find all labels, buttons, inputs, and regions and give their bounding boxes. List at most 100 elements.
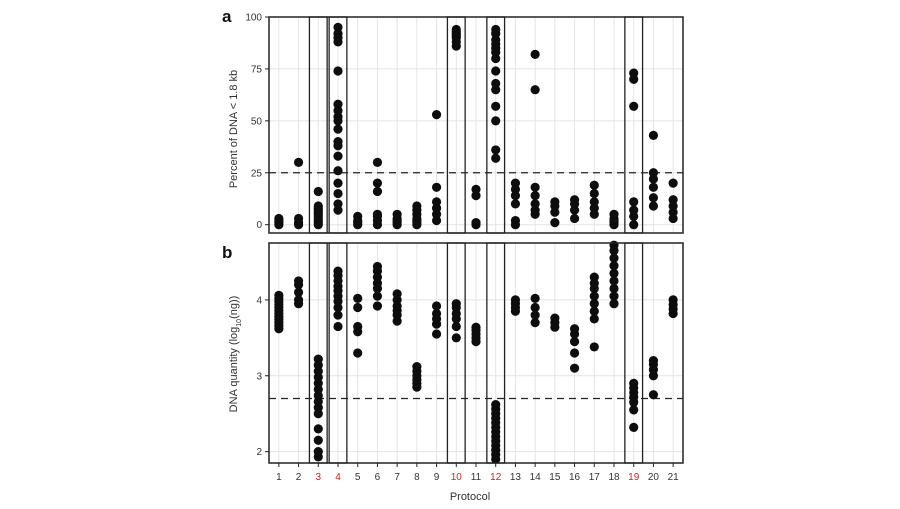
panel-a-data-point [372, 209, 383, 219]
panel-a-data-point [648, 182, 659, 192]
panel-a-data-point [569, 213, 580, 224]
x-tick-label: 11 [471, 472, 482, 483]
panel-b-grid [269, 243, 683, 463]
panel-b-data-point [451, 299, 461, 309]
panel-a-data-point [510, 215, 521, 226]
x-tick-label: 6 [375, 472, 381, 483]
panel-a-data-point [471, 184, 481, 194]
panel-a-data-point [333, 137, 343, 147]
panel-b-data-point [353, 293, 363, 303]
x-tick-label: 9 [434, 472, 440, 483]
panel-a-y-tick-label: 50 [251, 116, 263, 127]
panel-a-data-point [629, 101, 639, 111]
x-tick-label: 5 [355, 472, 361, 483]
panel-b-data-point [313, 424, 323, 434]
x-axis-label: Protocol [450, 491, 490, 503]
panel-a-data-point [313, 186, 323, 197]
panel-a-data-point [333, 166, 343, 176]
panel-a-y-ticks: 0 25 50 75 100 [245, 13, 269, 231]
panel-a-data-point [530, 49, 540, 59]
panel-a-data-point [274, 213, 284, 224]
panel-b-data-point [589, 299, 599, 309]
panel-b-data-point [293, 295, 304, 305]
panel-a-data-point [550, 197, 560, 207]
panel-b-data-point [609, 253, 619, 263]
panel-a-data-point [491, 78, 501, 89]
panel-b-data-point [530, 318, 540, 328]
panel-b-data-point [313, 447, 323, 457]
panel-b-data-point [431, 329, 442, 339]
panel-a-data-point [431, 182, 442, 192]
panel-a-data-point [313, 201, 323, 211]
panel-a-data-point [648, 168, 659, 178]
panel-a-y-tick-label: 100 [245, 13, 262, 24]
x-tick-label: 12 [490, 472, 502, 483]
x-tick-label: 8 [414, 472, 420, 483]
panel-a-data-point [333, 22, 343, 32]
panel-a-data-point [668, 195, 678, 205]
panel-b-data-point [629, 405, 639, 415]
panel-b-data-point [569, 348, 580, 358]
panel-b-data-point [589, 306, 599, 316]
panel-a-data-point [491, 101, 501, 111]
panel-b-y-tick-label: 3 [256, 371, 262, 382]
panel-a-data-point [491, 66, 501, 76]
panel-a: a 0 25 50 75 100 Percent of DNA < 1.8 kb [222, 7, 684, 234]
x-tick-label: 7 [394, 472, 400, 483]
panel-a-data-point [550, 218, 560, 228]
panel-b-data-point [313, 435, 323, 445]
panel-a-y-tick-label: 0 [256, 220, 262, 231]
x-tick-label: 14 [530, 472, 542, 483]
panel-b-data-point [609, 276, 619, 286]
panel-a-y-axis-label: Percent of DNA < 1.8 kb [228, 70, 240, 188]
panel-b-data-point [629, 378, 639, 388]
panel-b-data-point [648, 355, 659, 366]
panel-a-data-point [333, 188, 343, 199]
panel-a-data-point [333, 124, 343, 134]
panel-a-data-point [668, 178, 678, 188]
panel-a-data-point [412, 201, 422, 211]
x-tick-label: 2 [296, 472, 302, 483]
x-tick-label: 10 [451, 472, 463, 483]
panel-b-data-point [629, 422, 639, 432]
panel-b-data-point [510, 295, 521, 305]
panel-a-data-point [431, 110, 442, 120]
panel-a-data-point [431, 197, 442, 207]
panel-a-data-point [451, 24, 461, 35]
panel-b-data-point [589, 314, 599, 324]
panel-b-y-axis-label: DNA quantity (log10(ng)) [228, 296, 243, 413]
panel-a-letter: a [222, 7, 232, 26]
panel-b-data-point [530, 293, 540, 303]
panel-a-data-point [648, 201, 659, 211]
panel-b-data-point [609, 240, 619, 250]
panel-b-data-point [333, 321, 343, 332]
panel-a-y-tick-label: 25 [251, 168, 263, 179]
panel-a-data-point [491, 145, 501, 155]
panel-b-data-point [550, 313, 560, 323]
panel-b-data-point [668, 295, 678, 305]
panel-b-data-point [589, 272, 599, 282]
panel-b-x-ticks: 1 2 3 4 5 6 7 8 9 10 11 12 13 14 15 16 17 18 19 20 21 [276, 463, 679, 483]
panel-a-data-point [491, 116, 501, 126]
panel-b-data-point [431, 301, 442, 311]
panel-b-data-point [353, 321, 363, 332]
panel-a-data-point [333, 99, 343, 109]
panel-b-data-point [392, 289, 402, 299]
panel-a-data-point [648, 130, 659, 140]
x-tick-label: 17 [589, 472, 601, 483]
panel-a-data-point [293, 213, 304, 224]
panel-a-data-point [530, 199, 540, 209]
x-tick-label: 16 [569, 472, 581, 483]
panel-a-data-point [491, 153, 501, 163]
panel-a-data-point [333, 178, 343, 188]
panel-b-y-tick-label: 2 [256, 447, 262, 458]
panel-a-data-point [569, 195, 580, 205]
panel-a-data-point [333, 199, 343, 209]
panel-b-data-point [353, 302, 363, 313]
panel-a-data-point [372, 178, 383, 188]
panel-a-data-point [353, 211, 363, 221]
panel-b-data-point [451, 333, 461, 343]
panel-b-data-point [333, 310, 343, 320]
panel-a-grid [269, 16, 683, 233]
